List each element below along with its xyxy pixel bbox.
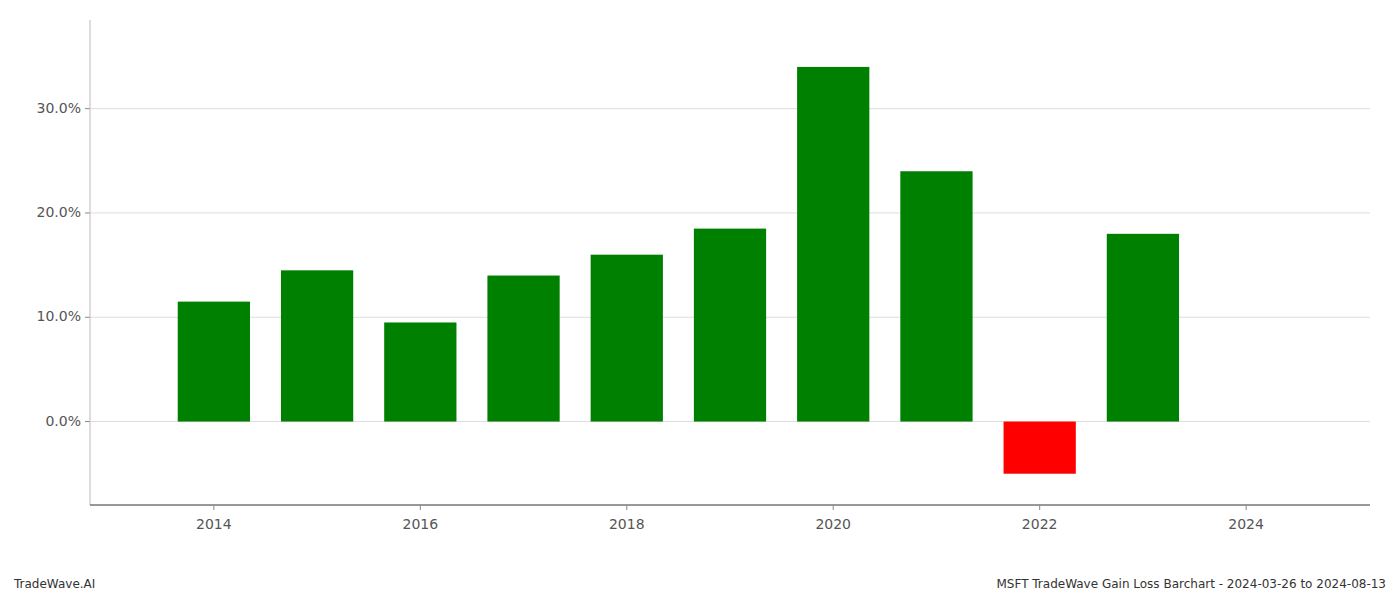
chart-container: 0.0%10.0%20.0%30.0%201420162018202020222… bbox=[0, 0, 1400, 600]
page: {"chart_data": {"type": "bar", "x": [201… bbox=[0, 0, 1400, 600]
x-tick-label: 2016 bbox=[403, 516, 439, 532]
grid-line bbox=[90, 108, 1370, 109]
x-tick-label: 2018 bbox=[609, 516, 645, 532]
y-grid bbox=[90, 109, 1370, 422]
bars bbox=[178, 67, 1179, 474]
bar bbox=[591, 255, 663, 422]
footer-left: TradeWave.AI bbox=[13, 577, 95, 591]
bar bbox=[900, 171, 972, 421]
x-tick bbox=[833, 505, 834, 510]
x-tick bbox=[1246, 505, 1247, 510]
x-axis: 2014 2016 2018 2020 2022 2024 bbox=[90, 505, 1370, 532]
bar bbox=[384, 322, 456, 421]
x-tick bbox=[626, 505, 627, 510]
grid-line bbox=[90, 212, 1370, 213]
y-tick bbox=[85, 212, 90, 213]
footer: TradeWave.AI MSFT TradeWave Gain Loss Bar… bbox=[13, 577, 1386, 591]
x-tick-label: 2014 bbox=[196, 516, 232, 532]
bar bbox=[694, 229, 766, 422]
y-axis: 0.0% 10.0% 20.0% 30.0% bbox=[37, 20, 90, 505]
x-tick bbox=[213, 505, 214, 510]
x-axis-line bbox=[90, 505, 1370, 506]
bar bbox=[281, 270, 353, 421]
bar bbox=[1004, 422, 1076, 474]
x-tick bbox=[1039, 505, 1040, 510]
bar bbox=[178, 302, 250, 422]
y-tick-label: 20.0% bbox=[37, 204, 81, 220]
y-tick bbox=[85, 317, 90, 318]
y-tick-label: 10.0% bbox=[37, 308, 81, 324]
y-tick bbox=[85, 108, 90, 109]
y-tick bbox=[85, 421, 90, 422]
footer-right: MSFT TradeWave Gain Loss Barchart - 2024… bbox=[996, 577, 1386, 591]
y-axis-line bbox=[90, 20, 91, 505]
x-tick-label: 2022 bbox=[1022, 516, 1058, 532]
bar bbox=[1107, 234, 1179, 422]
chart-svg: 0.0%10.0%20.0%30.0%201420162018202020222… bbox=[0, 0, 1400, 600]
bar bbox=[797, 67, 869, 422]
y-tick-label: 30.0% bbox=[37, 100, 81, 116]
x-tick-label: 2024 bbox=[1228, 516, 1264, 532]
x-tick bbox=[420, 505, 421, 510]
x-tick-label: 2020 bbox=[815, 516, 851, 532]
bar bbox=[487, 276, 559, 422]
y-tick-label: 0.0% bbox=[45, 413, 81, 429]
